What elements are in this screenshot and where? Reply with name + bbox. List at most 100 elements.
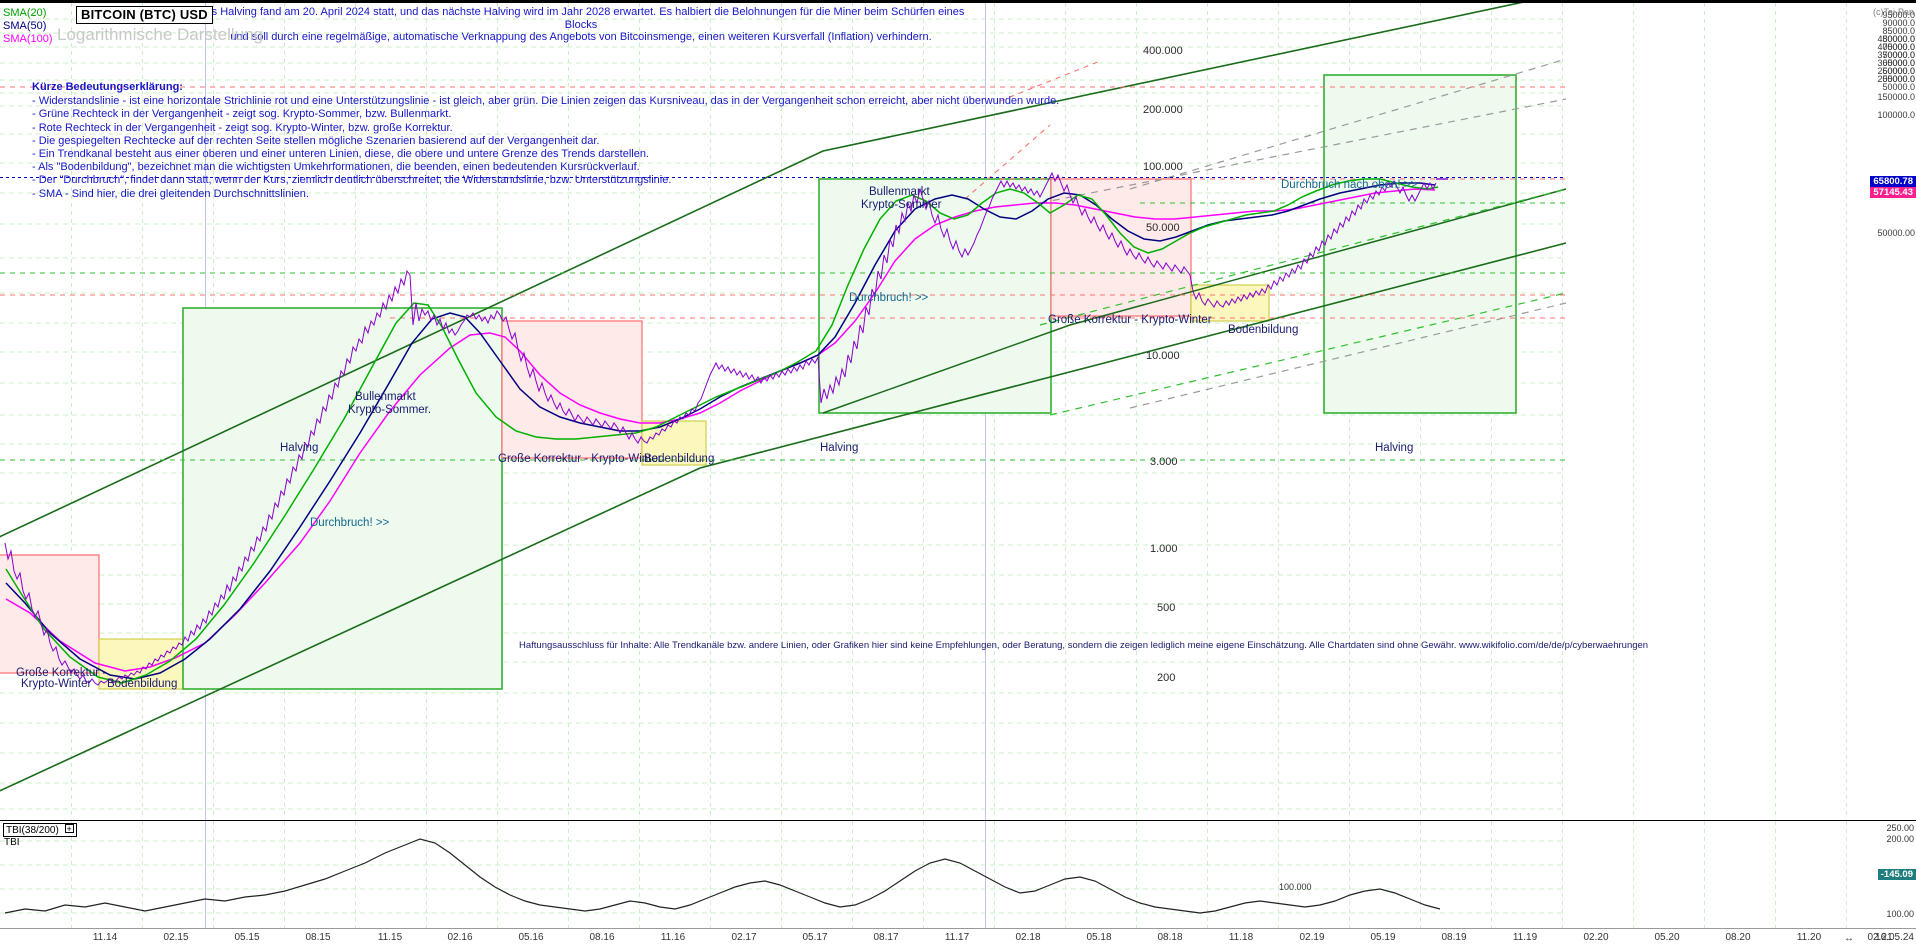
annotation-halving-3: Halving (1375, 442, 1414, 454)
explanation-item-7: - Der "Durchbruch", findet dann statt, w… (32, 174, 672, 187)
time-axis-end-date: 16.05.24 (1875, 932, 1914, 943)
axis-label-10000: 10.000 (1146, 350, 1180, 362)
annotation-durchbruch-1: Durchbruch! >> (310, 517, 390, 529)
symbol-title[interactable]: BITCOIN (BTC) USD (76, 6, 213, 24)
annotation-bodenbildung-3: Bodenbildung (1228, 324, 1299, 336)
scale-mode-caption: Logarithmische Darstellung (57, 25, 263, 44)
time-label-21: 02.20 (1583, 932, 1609, 943)
time-label-25: 02.21 (1867, 932, 1893, 943)
price-tick-13: 300000.0 (1877, 58, 1915, 68)
time-label-6: 05.16 (518, 932, 544, 943)
time-label-24: 11.20 (1796, 932, 1822, 943)
price-tick-3: 80000.0 (1882, 34, 1915, 44)
tbi-tick-100: 100.00 (1886, 909, 1914, 919)
annotation-bullenmarkt-1a: Bullenmarkt (355, 391, 416, 403)
price-chart-pane[interactable]: SMA(20) SMA(50) SMA(100) BITCOIN (BTC) U… (0, 3, 1916, 820)
annotation-durchbruch-oben: Durchbruch nach oben! >> (1281, 179, 1418, 191)
price-tick-12: 350000.0 (1877, 50, 1915, 60)
disclaimer-text: Haftungsausschluss für Inhalte: Alle Tre… (519, 640, 1649, 651)
halving-note-line-1: Das Halving fand am 20. April 2024 statt… (197, 6, 965, 31)
sma-legend-item-100[interactable]: SMA(100) (3, 33, 53, 45)
time-label-15: 08.18 (1157, 932, 1183, 943)
tbi-indicator-label[interactable]: TBI(38/200) + (3, 823, 77, 837)
annotation-halving-2: Halving (820, 442, 859, 454)
tbi-current-marker: -145.09 (1877, 869, 1916, 880)
time-label-3: 08.15 (305, 932, 331, 943)
time-label-18: 05.19 (1370, 932, 1396, 943)
price-tick-1: 90000.0 (1882, 18, 1915, 28)
time-axis-scroll-handle[interactable]: ↔ (1844, 933, 1854, 944)
tbi-expand-icon[interactable]: + (64, 824, 74, 834)
tbi-tick-200: 200.00 (1886, 834, 1914, 844)
tbi-indicator-label-text: TBI(38/200) (6, 825, 59, 836)
annotation-bullenmarkt-1b: Krypto-Sommer. (348, 404, 432, 416)
time-label-9: 02.17 (731, 932, 757, 943)
price-tick-16: 150000.0 (1877, 92, 1915, 102)
tbi-indicator-canvas (0, 821, 1916, 928)
annotation-halving-1: Halving (280, 442, 319, 454)
time-label-11: 08.17 (873, 932, 899, 943)
time-label-8: 11.16 (660, 932, 686, 943)
price-tick-2: 85000.0 (1882, 26, 1915, 36)
sma-legend-item-20[interactable]: SMA(20) (3, 7, 47, 19)
halving-note: Das Halving fand am 20. April 2024 statt… (186, 6, 976, 44)
price-tick-14: 250000.0 (1877, 66, 1915, 76)
time-label-14: 05.18 (1086, 932, 1112, 943)
annotation-krypto-winter-3: Große Korrektur - Krypto-Winter (1048, 314, 1212, 326)
axis-label-200: 200 (1157, 672, 1176, 684)
annotation-krypto-winter-1a: Große Korrektur - (16, 667, 107, 679)
explanation-item-3: - Rote Rechteck in der Vergangenheit - z… (32, 121, 453, 134)
tbi-short-name: TBI (4, 837, 20, 848)
explanation-item-2: - Grüne Rechteck in der Vergangenheit - … (32, 108, 452, 121)
price-tick-5: 70000.0 (1882, 50, 1915, 60)
explanation-item-8: - SMA - Sind hier, die drei gleitenden D… (32, 187, 309, 200)
annotation-krypto-winter-1b: Krypto-Winter (21, 678, 92, 690)
time-label-17: 02.19 (1299, 932, 1325, 943)
price-tick-4: 75000.0 (1882, 42, 1915, 52)
time-label-10: 05.17 (802, 932, 828, 943)
price-tick-11: 400000.0 (1877, 42, 1915, 52)
sma-legend-item-50[interactable]: SMA(50) (3, 20, 47, 32)
annotation-durchbruch-2: Durchbruch! >> (849, 292, 929, 304)
axis-label-200000: 200.000 (1143, 104, 1183, 116)
time-label-2: 05.15 (234, 932, 260, 943)
price-tick-0: 95000.0 (1882, 10, 1915, 20)
axis-label-1000: 1.000 (1150, 543, 1178, 555)
price-chart-canvas (0, 3, 1916, 820)
price-tick-10: 450000.0 (1877, 34, 1915, 44)
explanation-block: Kürze Bedeutungserklärung: - Widerstands… (32, 81, 1059, 201)
price-tick-6: 65000.0 (1882, 58, 1915, 68)
annotation-bullenmarkt-2b: Krypto-Sommer (861, 199, 942, 211)
time-label-0: 11.14 (92, 932, 118, 943)
explanation-item-4: - Die gespiegelten Rechtecke auf der rec… (32, 134, 600, 147)
top-border (0, 0, 1916, 3)
tbi-indicator-pane[interactable]: TBI(38/200) + TBI 250.00 200.00 100.00 -… (0, 820, 1916, 928)
time-label-5: 02.16 (447, 932, 473, 943)
axis-label-50000: 50.000 (1146, 222, 1180, 234)
time-label-22: 05.20 (1654, 932, 1680, 943)
annotation-bodenbildung-2: Bodenbildung (644, 453, 715, 465)
explanation-item-1: - Widerstandslinie - ist eine horizontal… (32, 95, 1060, 108)
axis-label-500: 500 (1157, 602, 1176, 614)
price-tick-15: 200000.0 (1877, 74, 1915, 84)
time-label-7: 08.16 (589, 932, 615, 943)
axis-label-400000: 400.000 (1143, 45, 1183, 57)
price-tick-8: 55000.0 (1882, 74, 1915, 84)
axis-label-3000: 3.000 (1150, 456, 1178, 468)
explanation-item-5: - Ein Trendkanal besteht aus einer obere… (32, 148, 650, 161)
current-price-marker: 65800.78 (1870, 176, 1916, 187)
tbi-inline-label: 100.000 (1279, 882, 1312, 892)
time-label-1: 02.15 (163, 932, 189, 943)
price-tick-9: 50000.0 (1882, 82, 1915, 92)
time-label-13: 02.18 (1015, 932, 1041, 943)
tbi-tick-250: 250.00 (1886, 823, 1914, 833)
copyright-label: (c)Tai-Pan (1872, 7, 1914, 17)
time-axis[interactable]: 11.14 02.15 05.15 08.15 11.15 02.16 05.1… (0, 928, 1916, 948)
price-scale[interactable]: 95000.0 90000.0 85000.0 80000.0 75000.0 … (1858, 6, 1916, 820)
time-label-19: 08.19 (1441, 932, 1467, 943)
annotation-bodenbildung-1: Bodenbildung (107, 678, 178, 690)
time-label-20: 11.19 (1512, 932, 1538, 943)
annotation-bullenmarkt-2a: Bullenmarkt (869, 186, 930, 198)
halving-note-line-2: und soll durch eine regelmäßige, automat… (230, 31, 932, 43)
